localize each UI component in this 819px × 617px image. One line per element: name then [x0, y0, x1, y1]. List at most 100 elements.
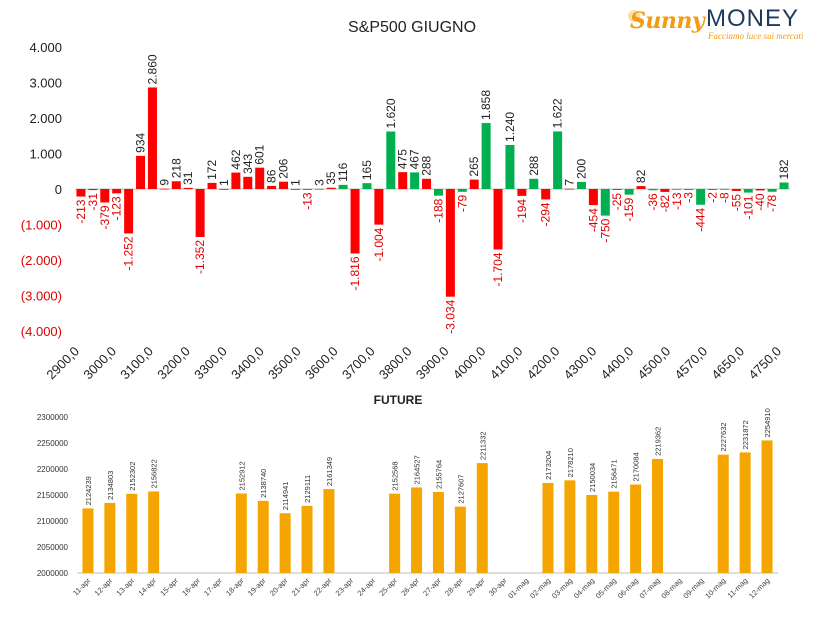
- x-tick-label: 09-mag: [681, 576, 705, 600]
- data-label: 462: [229, 149, 243, 169]
- data-label: 1.620: [384, 98, 398, 128]
- data-label: -55: [729, 194, 743, 212]
- x-tick-label: 28-apr: [443, 576, 465, 598]
- data-label: -36: [646, 193, 660, 211]
- data-label: 1: [217, 179, 231, 186]
- future-data-label: 2161349: [325, 457, 334, 486]
- data-bar: [576, 181, 586, 189]
- data-label: -3.034: [443, 299, 457, 333]
- data-label: -25: [610, 193, 624, 211]
- x-tick-label: 3300,0: [191, 344, 230, 383]
- x-tick-label: 3800,0: [376, 344, 415, 383]
- data-label: -123: [110, 196, 124, 220]
- data-bar: [159, 188, 169, 190]
- future-chart-bars: [82, 440, 773, 573]
- future-data-label: 2254910: [763, 408, 772, 437]
- data-bar: [636, 186, 646, 189]
- data-bar: [529, 178, 539, 189]
- x-tick-label: 4200,0: [524, 344, 563, 383]
- x-tick-label: 4500,0: [635, 344, 674, 383]
- data-bar: [648, 189, 658, 191]
- future-chart-x-axis: 11-apr 12-apr 13-apr 14-apr 15-apr 16-apr 17-a…: [71, 576, 771, 601]
- x-tick-label: 12-mag: [747, 576, 771, 600]
- future-bar: [652, 458, 664, 573]
- future-data-label: 2156471: [610, 459, 619, 488]
- data-bar: [362, 183, 372, 189]
- x-tick-label: 24-apr: [355, 576, 377, 598]
- future-bar: [411, 487, 423, 573]
- future-data-label: 2150034: [588, 463, 597, 492]
- data-bar: [338, 184, 348, 189]
- x-tick-label: 4100,0: [487, 344, 526, 383]
- x-tick-label: 21-apr: [290, 576, 312, 598]
- data-bar: [708, 189, 718, 190]
- x-tick-label: 03-mag: [550, 576, 574, 600]
- x-tick-label: 26-apr: [399, 576, 421, 598]
- data-bar: [445, 189, 455, 297]
- data-label: -1.252: [122, 236, 136, 270]
- future-chart-data-labels: 2124239 2134803 2152302 2156822 2152912 21387…: [84, 408, 772, 510]
- future-data-label: 2124239: [84, 476, 93, 505]
- data-bar: [517, 189, 527, 196]
- data-label: -159: [622, 197, 636, 221]
- top-chart-y-axis: 4.000 3.000 2.000 1.000 0 (1.000) (2.000) (3.00…: [21, 40, 62, 339]
- y-tick-label: 2.000: [29, 111, 62, 126]
- data-label: -188: [431, 198, 445, 222]
- future-data-label: 2227632: [719, 422, 728, 451]
- future-bar: [235, 493, 247, 573]
- data-bar: [207, 182, 217, 189]
- future-bar: [717, 454, 729, 573]
- data-label: -78: [765, 194, 779, 212]
- x-tick-label: 27-apr: [421, 576, 443, 598]
- data-label: 601: [253, 144, 267, 164]
- data-bar: [684, 189, 694, 190]
- x-tick-label: 3400,0: [228, 344, 267, 383]
- future-data-label: 2134803: [106, 471, 115, 500]
- future-bar: [542, 482, 554, 573]
- data-label: -101: [741, 195, 755, 219]
- data-bar: [136, 155, 146, 189]
- data-label: 86: [265, 169, 279, 183]
- data-label: 288: [527, 155, 541, 175]
- data-label: -750: [598, 218, 612, 242]
- data-bar: [386, 131, 396, 189]
- data-bar: [290, 188, 300, 190]
- data-label: 165: [360, 160, 374, 180]
- y-tick-label: 2050000: [37, 543, 69, 552]
- data-label: 31: [181, 171, 195, 185]
- data-label: 182: [777, 159, 791, 179]
- data-label: 934: [134, 132, 148, 152]
- data-label: -8: [717, 192, 731, 203]
- future-bar: [739, 452, 751, 573]
- data-bar: [147, 87, 157, 189]
- x-tick-label: 3000,0: [80, 344, 119, 383]
- data-label: -1.816: [348, 256, 362, 290]
- data-label: 467: [408, 149, 422, 169]
- data-bar: [267, 185, 277, 189]
- future-data-label: 2219362: [654, 427, 663, 456]
- data-bar: [76, 189, 86, 197]
- x-tick-label: 12-apr: [93, 576, 115, 598]
- future-data-label: 2211332: [478, 431, 487, 460]
- data-bar: [779, 182, 789, 189]
- future-data-label: 2138740: [259, 469, 268, 498]
- future-bar: [257, 500, 269, 573]
- x-tick-label: 4750,0: [745, 344, 784, 383]
- y-tick-label: 2200000: [37, 465, 69, 474]
- x-tick-label: 01-mag: [506, 576, 530, 600]
- y-tick-label: 1.000: [29, 147, 62, 162]
- y-tick-label: 2250000: [37, 439, 69, 448]
- sun-icon: [628, 10, 640, 22]
- x-tick-label: 08-mag: [659, 576, 683, 600]
- x-tick-label: 3100,0: [117, 344, 156, 383]
- data-bar: [565, 188, 575, 190]
- logo-brand-sunny: Sunny: [630, 8, 705, 34]
- future-data-label: 2156822: [150, 459, 159, 488]
- data-bar: [672, 189, 682, 190]
- x-tick-label: 3600,0: [302, 344, 341, 383]
- data-bar: [255, 167, 265, 189]
- data-bar: [302, 189, 312, 190]
- future-data-label: 2127607: [456, 474, 465, 503]
- data-bar: [183, 187, 193, 189]
- data-bar: [731, 189, 741, 191]
